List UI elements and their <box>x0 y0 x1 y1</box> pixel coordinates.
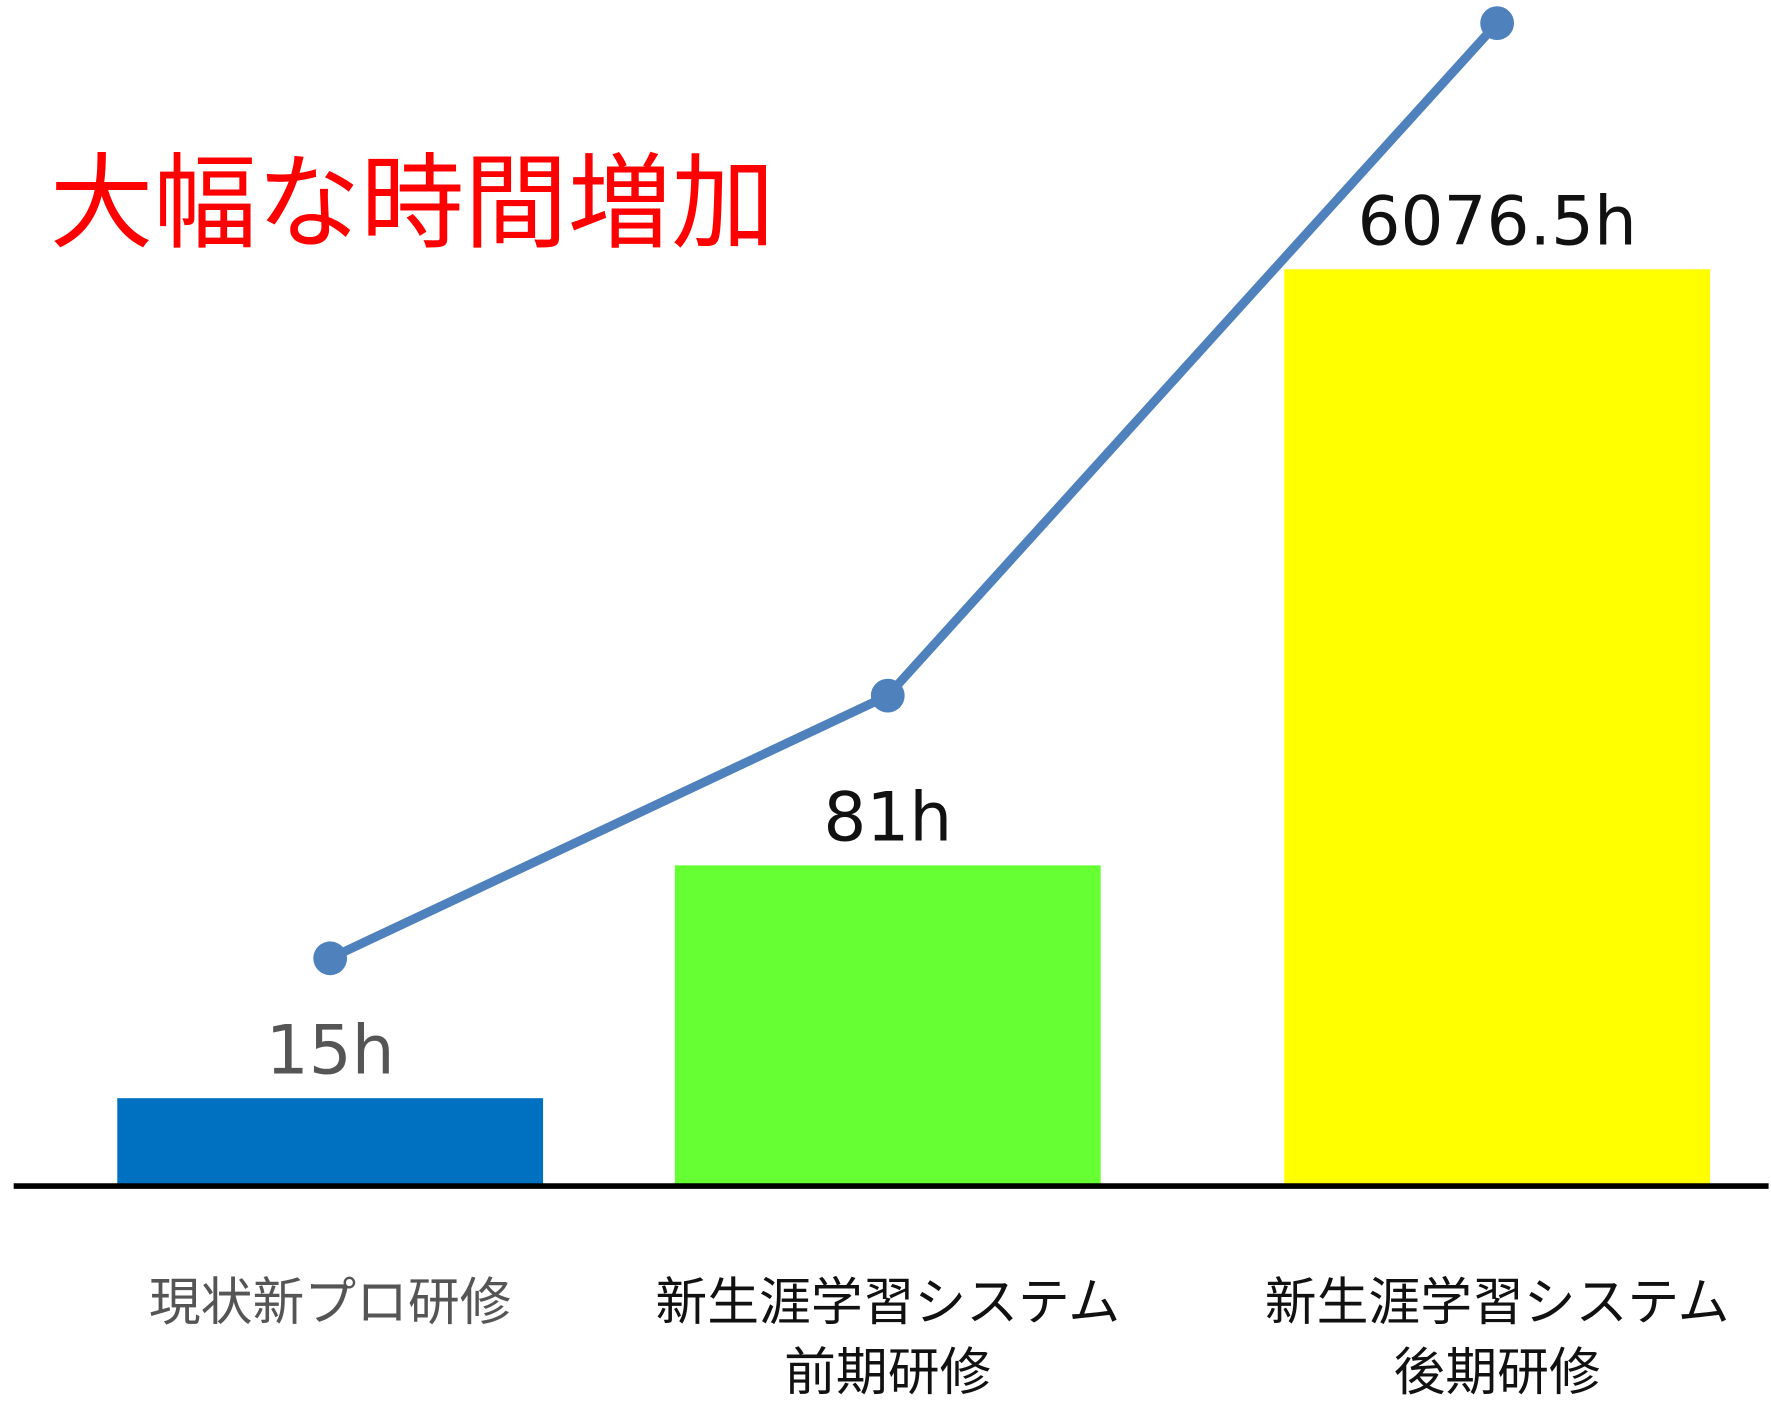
bar <box>1284 269 1711 1185</box>
x-tick-label: 新生涯学習システム後期研修 <box>1265 1273 1730 1403</box>
bar <box>117 1098 544 1185</box>
x-tick-label: 新生涯学習システム前期研修 <box>655 1273 1120 1403</box>
annotation: 大幅な時間増加 <box>50 144 775 264</box>
value-label: 15h <box>266 1010 395 1089</box>
x-tick-label: 現状新プロ研修 <box>149 1273 512 1333</box>
line-point <box>870 678 905 713</box>
line-point <box>1480 6 1515 41</box>
value-label: 6076.5h <box>1357 181 1636 260</box>
x-tick-label-line: 前期研修 <box>784 1343 991 1403</box>
x-tick-label-line: 新生涯学習システム <box>655 1273 1120 1333</box>
x-tick-label-line: 現状新プロ研修 <box>149 1273 512 1333</box>
x-tick-label-line: 後期研修 <box>1394 1343 1601 1403</box>
value-label: 81h <box>823 778 952 857</box>
bar <box>674 865 1101 1185</box>
x-tick-label-line: 新生涯学習システム <box>1265 1273 1730 1333</box>
line-point <box>313 941 348 976</box>
